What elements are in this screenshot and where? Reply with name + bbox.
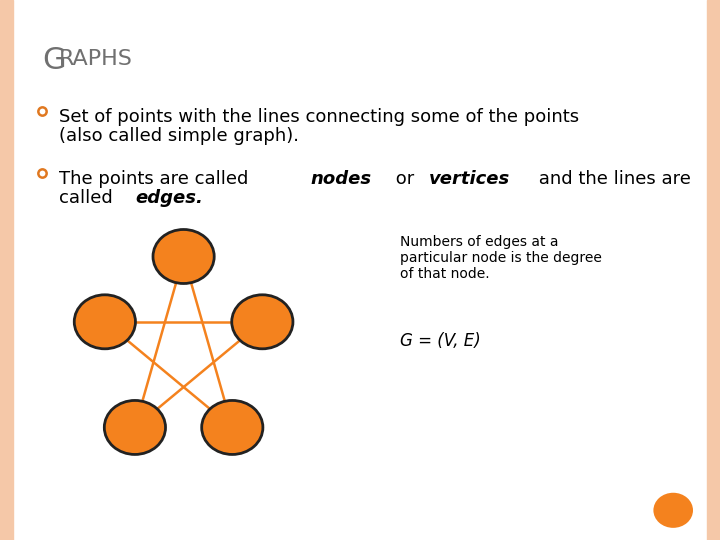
- Text: nodes: nodes: [311, 170, 372, 188]
- Text: RAPHS: RAPHS: [59, 49, 133, 69]
- Bar: [707, 0, 720, 540]
- Text: or: or: [390, 170, 420, 188]
- Text: edges.: edges.: [136, 189, 204, 207]
- Text: called: called: [59, 189, 119, 207]
- Text: G: G: [42, 46, 66, 75]
- Text: and the lines are: and the lines are: [534, 170, 691, 188]
- Text: G = (V, E): G = (V, E): [400, 332, 480, 350]
- Ellipse shape: [153, 230, 215, 284]
- Text: Set of points with the lines connecting some of the points: Set of points with the lines connecting …: [59, 108, 579, 126]
- Ellipse shape: [74, 295, 135, 349]
- Bar: [0, 0, 13, 540]
- Text: The points are called: The points are called: [59, 170, 254, 188]
- Ellipse shape: [104, 401, 166, 455]
- Text: Numbers of edges at a
particular node is the degree
of that node.: Numbers of edges at a particular node is…: [400, 235, 601, 281]
- Ellipse shape: [232, 295, 293, 349]
- Text: vertices: vertices: [428, 170, 510, 188]
- Ellipse shape: [202, 401, 263, 455]
- Ellipse shape: [654, 492, 693, 528]
- Text: (also called simple graph).: (also called simple graph).: [59, 127, 299, 145]
